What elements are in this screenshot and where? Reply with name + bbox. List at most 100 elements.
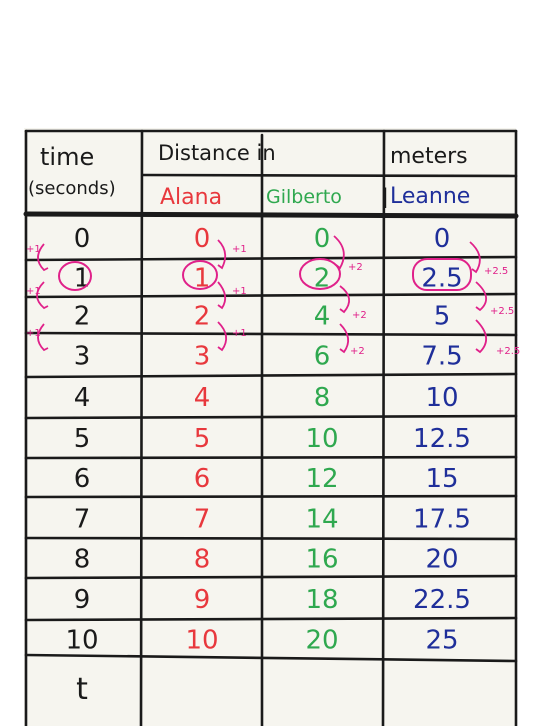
cell-alana: 10	[185, 626, 218, 656]
circle-time-1	[58, 261, 92, 291]
arrow-alana-step	[217, 281, 227, 310]
cell-leanne: 12.5	[413, 424, 471, 454]
grid-row-line	[24, 292, 518, 299]
arrow-time-step	[36, 281, 49, 310]
grid-row-line	[24, 414, 518, 420]
cell-alana: 3	[194, 342, 211, 372]
grid-header-bottom	[23, 211, 519, 219]
arrow-time-step	[37, 243, 49, 272]
cell-time: 0	[74, 224, 91, 254]
cell-gilberto: 10	[305, 424, 338, 454]
circle-leanne-1	[412, 258, 472, 291]
alana-header: Alana	[160, 185, 222, 210]
cell-leanne: 0	[434, 224, 451, 254]
table-body: 0 0 0 01 1 2 2.52 2 4 53 3 6 7.54 4 8 105 5 10 12.56 6 12 157…	[65, 224, 470, 707]
grid-row-line	[24, 653, 518, 663]
cell-time: 10	[65, 626, 98, 656]
cell-alana: 5	[194, 424, 211, 454]
cell-gilberto: 18	[305, 585, 338, 615]
time-header: time	[40, 143, 94, 171]
cell-alana: 6	[194, 464, 211, 494]
label-alana-step: +1	[232, 328, 247, 339]
cell-leanne: 20	[425, 545, 458, 575]
cell-gilberto: 16	[305, 545, 338, 575]
header-separator-mark: |	[382, 184, 389, 208]
grid-header-split	[141, 173, 518, 178]
cell-alana: 1	[194, 264, 211, 294]
cell-alana: 7	[194, 505, 211, 535]
arrow-gilberto-step	[339, 323, 350, 354]
circle-alana-1	[182, 260, 218, 290]
cell-leanne: 10	[425, 383, 458, 413]
arrow-alana-step	[217, 239, 227, 270]
label-gilberto-step: +2	[350, 346, 365, 357]
cell-time: 2	[74, 302, 91, 332]
arrow-gilberto-step	[339, 285, 350, 314]
arrow-time-step	[37, 323, 49, 352]
arrow-alana-step	[217, 321, 228, 352]
cell-leanne: 7.5	[421, 342, 462, 372]
grid-row-line	[24, 536, 518, 541]
cell-alana: 9	[194, 585, 211, 615]
cell-time: 9	[74, 585, 91, 615]
grid-row-line	[24, 331, 518, 337]
row-one-circles	[58, 258, 472, 291]
cell-gilberto: 8	[314, 383, 331, 413]
cell-alana: 8	[194, 545, 211, 575]
seconds-header: (seconds)	[28, 178, 116, 199]
label-time-step: +1	[26, 328, 41, 339]
cell-leanne: 17.5	[413, 505, 471, 535]
grid-row-line	[24, 455, 518, 460]
cell-time: 5	[74, 424, 91, 454]
cell-gilberto: 2	[314, 264, 331, 294]
cell-gilberto: 0	[314, 224, 331, 254]
label-alana-step: +1	[232, 244, 247, 255]
grid-col-line-3	[381, 129, 386, 726]
arrow-gilberto-step	[333, 235, 345, 270]
cell-leanne: 15	[425, 464, 458, 494]
meters-header: meters	[390, 144, 468, 169]
cell-gilberto: 4	[314, 302, 331, 332]
cell-alana: 0	[194, 224, 211, 254]
cell-leanne: 25	[425, 626, 458, 656]
label-gilberto-step: +2	[348, 262, 363, 273]
cell-alana: 4	[194, 383, 211, 413]
cell-leanne: 22.5	[413, 585, 471, 615]
table-header: time (seconds) Distance in meters	[28, 141, 468, 199]
grid-row-line	[24, 494, 518, 499]
cell-time: 4	[74, 383, 91, 413]
arrow-leanne-step	[475, 319, 487, 354]
label-leanne-step: +2.5	[490, 306, 514, 317]
arrow-leanne-step	[475, 281, 487, 312]
cell-time: t	[76, 672, 88, 707]
cell-gilberto: 12	[305, 464, 338, 494]
grid-col-line-1	[139, 129, 144, 726]
cell-gilberto: 20	[305, 626, 338, 656]
distance-header: Distance in	[158, 141, 276, 165]
table-grid	[23, 129, 519, 726]
paper-sheet	[24, 128, 516, 726]
cell-leanne: 2.5	[421, 264, 462, 294]
cell-time: 8	[74, 545, 91, 575]
arrow-leanne-step	[469, 241, 481, 274]
cell-time: 6	[74, 464, 91, 494]
label-leanne-step: +2.5	[496, 346, 520, 357]
cell-leanne: 5	[434, 302, 451, 332]
label-leanne-step: +2.5	[484, 266, 508, 277]
leanne-header: Leanne	[390, 184, 470, 209]
label-alana-step: +1	[232, 286, 247, 297]
cell-time: 7	[74, 505, 91, 535]
gilberto-header: Gilberto	[266, 186, 342, 208]
step-arrows	[36, 235, 487, 354]
circle-gilberto-1	[299, 258, 341, 290]
label-time-step: +1	[26, 244, 41, 255]
cell-gilberto: 14	[305, 505, 338, 535]
cell-time: 3	[74, 342, 91, 372]
grid-row-line	[24, 616, 518, 622]
label-gilberto-step: +2	[352, 310, 367, 321]
grid-row-line	[24, 255, 518, 262]
cell-gilberto: 6	[314, 342, 331, 372]
step-labels: +1 +1 +1 +1 +1 +1 +2 +2 +2 +2.5 +2.5 +2.…	[26, 244, 520, 357]
label-time-step: +1	[26, 286, 41, 297]
